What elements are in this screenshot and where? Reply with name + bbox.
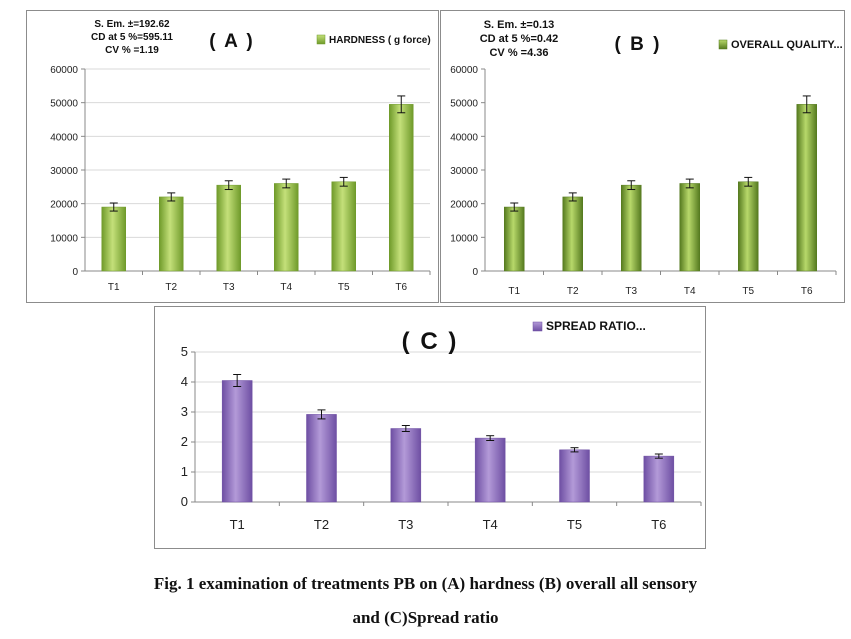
x-tick-label: T1 xyxy=(508,286,520,297)
panel-label: ( C ) xyxy=(402,328,459,355)
y-tick-label: 2 xyxy=(181,434,188,449)
x-tick-label: T3 xyxy=(398,517,413,532)
y-tick-label: 0 xyxy=(181,494,188,509)
x-tick-label: T5 xyxy=(742,286,754,297)
stats-line: CD at 5 %=0.42 xyxy=(480,33,559,45)
chart-panel-a: 0 10000 20000 30000 40000 50000 60000 T1 T2 T3 T4 T… xyxy=(26,10,439,303)
x-tick-label: T3 xyxy=(625,286,637,297)
bar-T5 xyxy=(559,449,590,503)
chart-c-svg: 0 1 2 3 4 5 T1 T2 T3 T4 T5 T6 ( C ) SPREAD RATIO... xyxy=(181,319,702,532)
y-tick-label: 3 xyxy=(181,404,188,419)
x-tick-label: T2 xyxy=(165,282,177,293)
x-tick-label: T4 xyxy=(280,282,292,293)
stats-line: CV % =4.36 xyxy=(489,47,548,59)
stats-line: S. Em. ±=0.13 xyxy=(484,19,555,31)
bar-T3 xyxy=(216,184,241,272)
bar-T2 xyxy=(562,196,583,272)
y-tick-label: 0 xyxy=(72,267,78,278)
bar-T6 xyxy=(796,104,817,272)
x-tick-label: T6 xyxy=(651,517,666,532)
figure-caption-line-2: and (C)Spread ratio xyxy=(352,608,499,627)
x-tick-label: T5 xyxy=(567,517,582,532)
x-tick-label: T4 xyxy=(684,286,696,297)
y-tick-label: 20000 xyxy=(50,200,78,211)
panel-label: ( A ) xyxy=(209,31,255,52)
bar-T4 xyxy=(474,437,506,503)
x-tick-label: T5 xyxy=(338,282,350,293)
y-tick-label: 0 xyxy=(472,267,478,278)
stats-line: CD at 5 %=595.11 xyxy=(91,32,173,43)
legend-label: OVERALL QUALITY... xyxy=(731,39,843,51)
bar-T3 xyxy=(390,428,422,503)
legend-label: SPREAD RATIO... xyxy=(546,319,646,333)
stats-line: S. Em. ±=192.62 xyxy=(94,19,170,30)
bar-T1 xyxy=(221,380,253,503)
y-tick-label: 50000 xyxy=(50,99,78,110)
y-tick-label: 10000 xyxy=(50,233,78,244)
bar-T2 xyxy=(159,196,184,272)
y-tick-label: 5 xyxy=(181,344,188,359)
bar-T4 xyxy=(679,183,700,272)
x-tick-label: T6 xyxy=(801,286,813,297)
y-tick-label: 30000 xyxy=(450,166,478,177)
x-tick-label: T1 xyxy=(230,517,245,532)
bar-T1 xyxy=(101,206,126,272)
x-tick-label: T1 xyxy=(108,282,120,293)
y-tick-label: 1 xyxy=(181,464,188,479)
legend-label: HARDNESS ( g force) xyxy=(329,35,431,46)
bar-T2 xyxy=(306,414,337,503)
y-tick-label: 10000 xyxy=(450,233,478,244)
chart-a-svg: 0 10000 20000 30000 40000 50000 60000 T1 T2 T3 T4 T… xyxy=(50,19,431,293)
y-tick-label: 40000 xyxy=(450,132,478,143)
x-tick-label: T6 xyxy=(395,282,407,293)
chart-b-svg: 0 10000 20000 30000 40000 50000 60000 T1 T2 T3 T4 T… xyxy=(450,19,843,297)
legend-swatch xyxy=(532,321,543,332)
x-tick-label: T4 xyxy=(483,517,498,532)
figure-caption-line-1: Fig. 1 examination of treatments PB on (… xyxy=(153,574,698,593)
stats-line: CV % =1.19 xyxy=(105,45,159,56)
bar-T4 xyxy=(274,183,299,272)
panel-label: ( B ) xyxy=(615,34,662,55)
legend-swatch xyxy=(316,34,326,45)
y-tick-label: 20000 xyxy=(450,200,478,211)
bar-T6 xyxy=(389,104,414,272)
x-tick-label: T3 xyxy=(223,282,235,293)
y-tick-label: 4 xyxy=(181,374,188,389)
y-tick-label: 60000 xyxy=(450,65,478,76)
x-tick-label: T2 xyxy=(314,517,329,532)
y-tick-label: 50000 xyxy=(450,99,478,110)
chart-panel-b: 0 10000 20000 30000 40000 50000 60000 T1 T2 T3 T4 T… xyxy=(440,10,845,303)
bar-T3 xyxy=(621,184,642,272)
x-tick-label: T2 xyxy=(567,286,579,297)
bar-T5 xyxy=(331,181,356,272)
bar-T6 xyxy=(643,455,675,503)
chart-panel-c: 0 1 2 3 4 5 T1 T2 T3 T4 T5 T6 ( C ) SPREAD RATIO... xyxy=(154,306,706,549)
legend-swatch xyxy=(718,39,728,50)
bar-T1 xyxy=(504,206,525,272)
y-tick-label: 40000 xyxy=(50,132,78,143)
y-tick-label: 60000 xyxy=(50,65,78,76)
y-tick-label: 30000 xyxy=(50,166,78,177)
bar-T5 xyxy=(738,181,759,272)
